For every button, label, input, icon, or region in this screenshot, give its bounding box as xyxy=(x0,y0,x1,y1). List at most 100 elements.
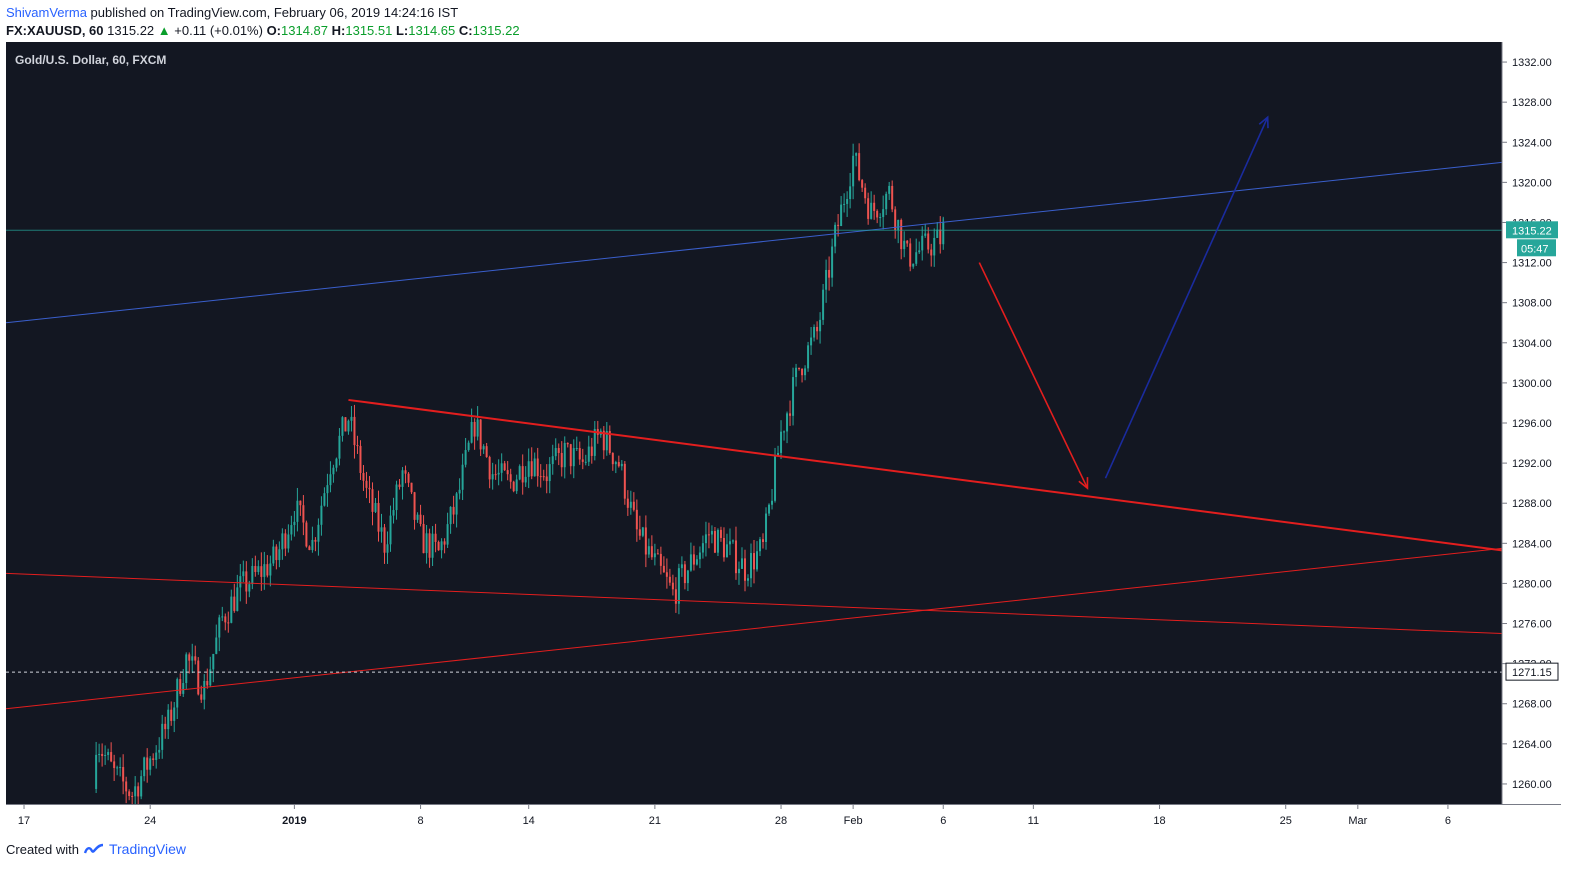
candle-body xyxy=(786,413,789,432)
chart-container[interactable]: 1260.001264.001268.001272.001276.001280.… xyxy=(5,42,1561,834)
candle-body xyxy=(299,500,302,506)
candle-body xyxy=(822,289,825,320)
candle-body xyxy=(455,493,458,515)
candle-body xyxy=(539,476,542,478)
red-rising-trendline xyxy=(5,547,1503,710)
candle-body xyxy=(530,461,533,477)
candle-body xyxy=(701,543,704,553)
time-axis: 17 24 2019 8 14 21 28 Feb 6 11 18 25 Mar 6 xyxy=(18,804,1451,827)
candle-body xyxy=(458,489,461,494)
candle-body xyxy=(762,539,765,543)
open-label: O: xyxy=(266,23,282,38)
candle-body xyxy=(897,219,900,230)
candle-body xyxy=(473,421,476,437)
candle-body xyxy=(197,660,200,695)
time-tick-label: 14 xyxy=(523,815,535,827)
tradingview-link[interactable]: TradingView xyxy=(108,841,187,857)
price-chart[interactable]: 1260.001264.001268.001272.001276.001280.… xyxy=(5,42,1561,834)
low-label: L: xyxy=(395,23,409,38)
candle-body xyxy=(608,431,611,453)
candle-body xyxy=(428,533,431,558)
price-tick-label: 1268.00 xyxy=(1512,699,1552,711)
candle-body xyxy=(101,753,104,757)
candle-body xyxy=(942,221,945,230)
time-tick-label: Feb xyxy=(844,815,863,827)
candle-body xyxy=(467,442,470,451)
down-arrow xyxy=(978,262,1089,489)
candle-body xyxy=(831,246,834,278)
candle-body xyxy=(260,566,263,577)
candle-body xyxy=(731,540,734,542)
author-link[interactable]: ShivamVerma xyxy=(6,5,87,20)
candle-body xyxy=(659,553,662,566)
candle-body xyxy=(314,539,317,542)
blue-trendline xyxy=(5,161,1503,324)
candle-body xyxy=(134,786,137,797)
candle-body xyxy=(404,470,407,474)
candle-body xyxy=(425,533,428,554)
candle-body xyxy=(909,243,912,267)
candle-body xyxy=(374,503,377,512)
candle-body xyxy=(329,474,332,486)
time-tick-label: Mar xyxy=(1348,815,1367,827)
candle-body xyxy=(266,564,269,576)
candle-body xyxy=(581,459,584,462)
candle-body xyxy=(906,240,909,244)
time-axis-panel[interactable] xyxy=(6,805,1561,834)
candle-body xyxy=(485,446,488,458)
candle-body xyxy=(449,506,452,525)
price-axis-panel[interactable] xyxy=(1502,42,1561,834)
price-tick-label: 1264.00 xyxy=(1512,739,1552,751)
candle-body xyxy=(569,444,572,467)
candle-body xyxy=(728,541,731,545)
candle-body xyxy=(737,568,740,574)
candle-body xyxy=(512,481,515,492)
candle-body xyxy=(746,578,749,581)
candle-body xyxy=(122,767,125,782)
candle-body xyxy=(398,484,401,487)
candle-body xyxy=(602,430,605,451)
candle-body xyxy=(155,752,158,760)
candle-body xyxy=(203,680,206,700)
level-marker xyxy=(1505,662,1559,681)
candle-body xyxy=(740,558,743,569)
candle-body xyxy=(620,463,623,467)
candle-body xyxy=(269,563,272,576)
candle-body xyxy=(302,505,305,523)
drawings-layer xyxy=(5,115,1503,710)
price-tick-label: 1276.00 xyxy=(1512,619,1552,631)
candle-body xyxy=(236,587,239,611)
high-value: 1315.51 xyxy=(345,23,393,38)
time-tick-label: 11 xyxy=(1028,815,1039,827)
up-arrow-head xyxy=(1258,115,1269,129)
candle-body xyxy=(888,185,891,194)
price-tick-label: 1332.00 xyxy=(1512,57,1552,69)
candle-body xyxy=(245,571,248,592)
candle-body xyxy=(380,527,383,532)
candle-body xyxy=(251,565,254,585)
candle-body xyxy=(749,553,752,579)
down-arrow-head xyxy=(1078,477,1089,490)
up-arrow xyxy=(1104,116,1269,479)
candle-body xyxy=(725,544,728,558)
candle-body xyxy=(263,564,266,577)
candle-body xyxy=(137,786,140,797)
candle-body xyxy=(605,431,608,451)
candle-body xyxy=(200,694,203,700)
time-tick-label: 6 xyxy=(1445,815,1451,827)
candle-body xyxy=(939,229,942,245)
candle-body xyxy=(494,474,497,476)
candle-body xyxy=(825,269,828,290)
candle-body xyxy=(650,546,653,558)
candle-body xyxy=(734,540,737,574)
candles-layer xyxy=(95,143,945,810)
candle-body xyxy=(936,229,939,238)
last-price-marker-label: 1315.22 xyxy=(1512,225,1552,237)
candle-body xyxy=(870,202,873,219)
candle-body xyxy=(323,493,326,506)
ohlc-row: FX:XAUUSD, 60 1315.22 ▲ +0.11 (+0.01%) O… xyxy=(6,22,520,40)
candle-body xyxy=(290,525,293,535)
price-tick-label: 1320.00 xyxy=(1512,177,1552,189)
candle-body xyxy=(248,584,251,592)
change-up-icon: ▲ xyxy=(157,23,171,38)
